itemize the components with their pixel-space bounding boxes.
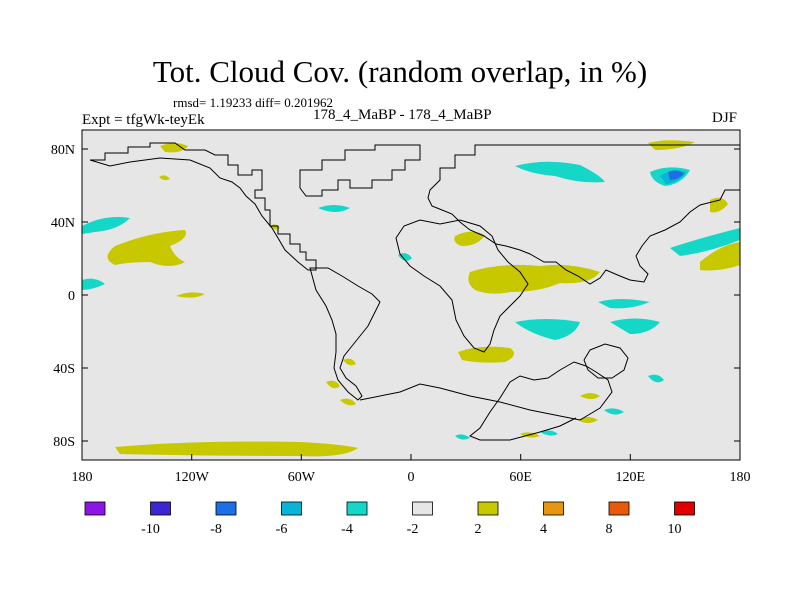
patch-negative (648, 374, 664, 383)
y-tick-label: 40S (53, 362, 75, 377)
patch-negative (610, 318, 660, 334)
patch-negative (670, 228, 740, 256)
patch-positive (458, 346, 514, 363)
patch-positive (468, 264, 600, 294)
y-tick-label: 80S (53, 435, 75, 450)
coastline-eurasia (427, 144, 741, 285)
colorbar-box (346, 501, 368, 516)
colorbar-box (150, 501, 171, 516)
patch-negative (82, 217, 130, 234)
coastline-africa (395, 219, 529, 353)
colorbar-label: -8 (210, 522, 222, 537)
map-title: Tot. Cloud Cov. (random overlap, in %) (152, 54, 648, 89)
patch-negative-strong (668, 170, 684, 180)
axis-ticks (81, 148, 741, 460)
colorbar-label: -4 (341, 522, 353, 537)
x-tick-label: 60W (288, 470, 316, 485)
patch-positive (454, 231, 485, 246)
patch-positive (107, 230, 186, 266)
colorbar-label: 8 (606, 522, 613, 537)
coastline-antarctica (359, 361, 613, 441)
patch-negative (540, 430, 558, 436)
y-tick-label: 0 (68, 289, 75, 304)
experiment-label: Expt = tfgWk-teyEk (82, 112, 205, 128)
patch-negative (318, 205, 350, 212)
comparison-subtitle: 178_4_MaBP - 178_4_MaBP (313, 107, 492, 123)
patch-negative (455, 434, 470, 440)
colorbar (84, 501, 695, 516)
rmsd-diff-stats: rmsd= 1.19233 diff= 0.201962 (173, 95, 333, 110)
patch-positive (159, 175, 170, 181)
y-tick-label: 40N (51, 216, 75, 231)
patch-negative (604, 408, 624, 415)
x-tick-label: 180 (730, 470, 751, 485)
colorbar-box (477, 501, 499, 516)
x-tick-label: 0 (408, 470, 415, 485)
coastline-south-america (309, 267, 381, 401)
colorbar-box (215, 501, 237, 516)
colorbar-box (608, 501, 630, 516)
patch-positive (160, 143, 188, 153)
colorbar-labels: -10 -8 -6 -4 -2 2 4 8 10 (141, 522, 681, 537)
patch-positive (326, 380, 340, 389)
y-tick-label: 80N (51, 143, 75, 158)
colorbar-label: 2 (475, 522, 482, 537)
x-tick-label: 180 (72, 470, 93, 485)
colorbar-box (674, 501, 695, 516)
coastline-north-america (89, 142, 317, 271)
coastline-greenland (299, 144, 421, 197)
patch-positive (580, 393, 600, 399)
x-axis-labels: 180 120W 60W 0 60E 120E 180 (72, 470, 751, 485)
season-label: DJF (712, 110, 738, 126)
colorbar-label: 10 (668, 522, 682, 537)
coastlines (89, 142, 741, 441)
patch-negative (82, 278, 105, 290)
patch-positive (700, 242, 740, 271)
colorbar-label: -10 (141, 522, 160, 537)
colorbar-box (84, 501, 106, 516)
patch-negative (515, 319, 580, 340)
patch-positive (343, 358, 356, 366)
coastline-australia (583, 343, 629, 379)
colorbar-box (543, 501, 564, 516)
y-axis-labels: 80N 40N 0 40S 80S (51, 143, 75, 450)
colorbar-label: -6 (276, 522, 288, 537)
patch-negative (515, 161, 605, 183)
patch-positive (115, 441, 358, 457)
x-tick-label: 120E (616, 470, 646, 485)
x-tick-label: 60E (509, 470, 532, 485)
patch-positive (176, 292, 205, 298)
colorbar-box (412, 501, 433, 516)
colorbar-label: -2 (407, 522, 419, 537)
x-tick-label: 120W (175, 470, 210, 485)
patch-negative (598, 299, 650, 309)
colorbar-label: 4 (540, 522, 547, 537)
colorbar-box (281, 501, 302, 516)
patch-positive (340, 398, 356, 406)
